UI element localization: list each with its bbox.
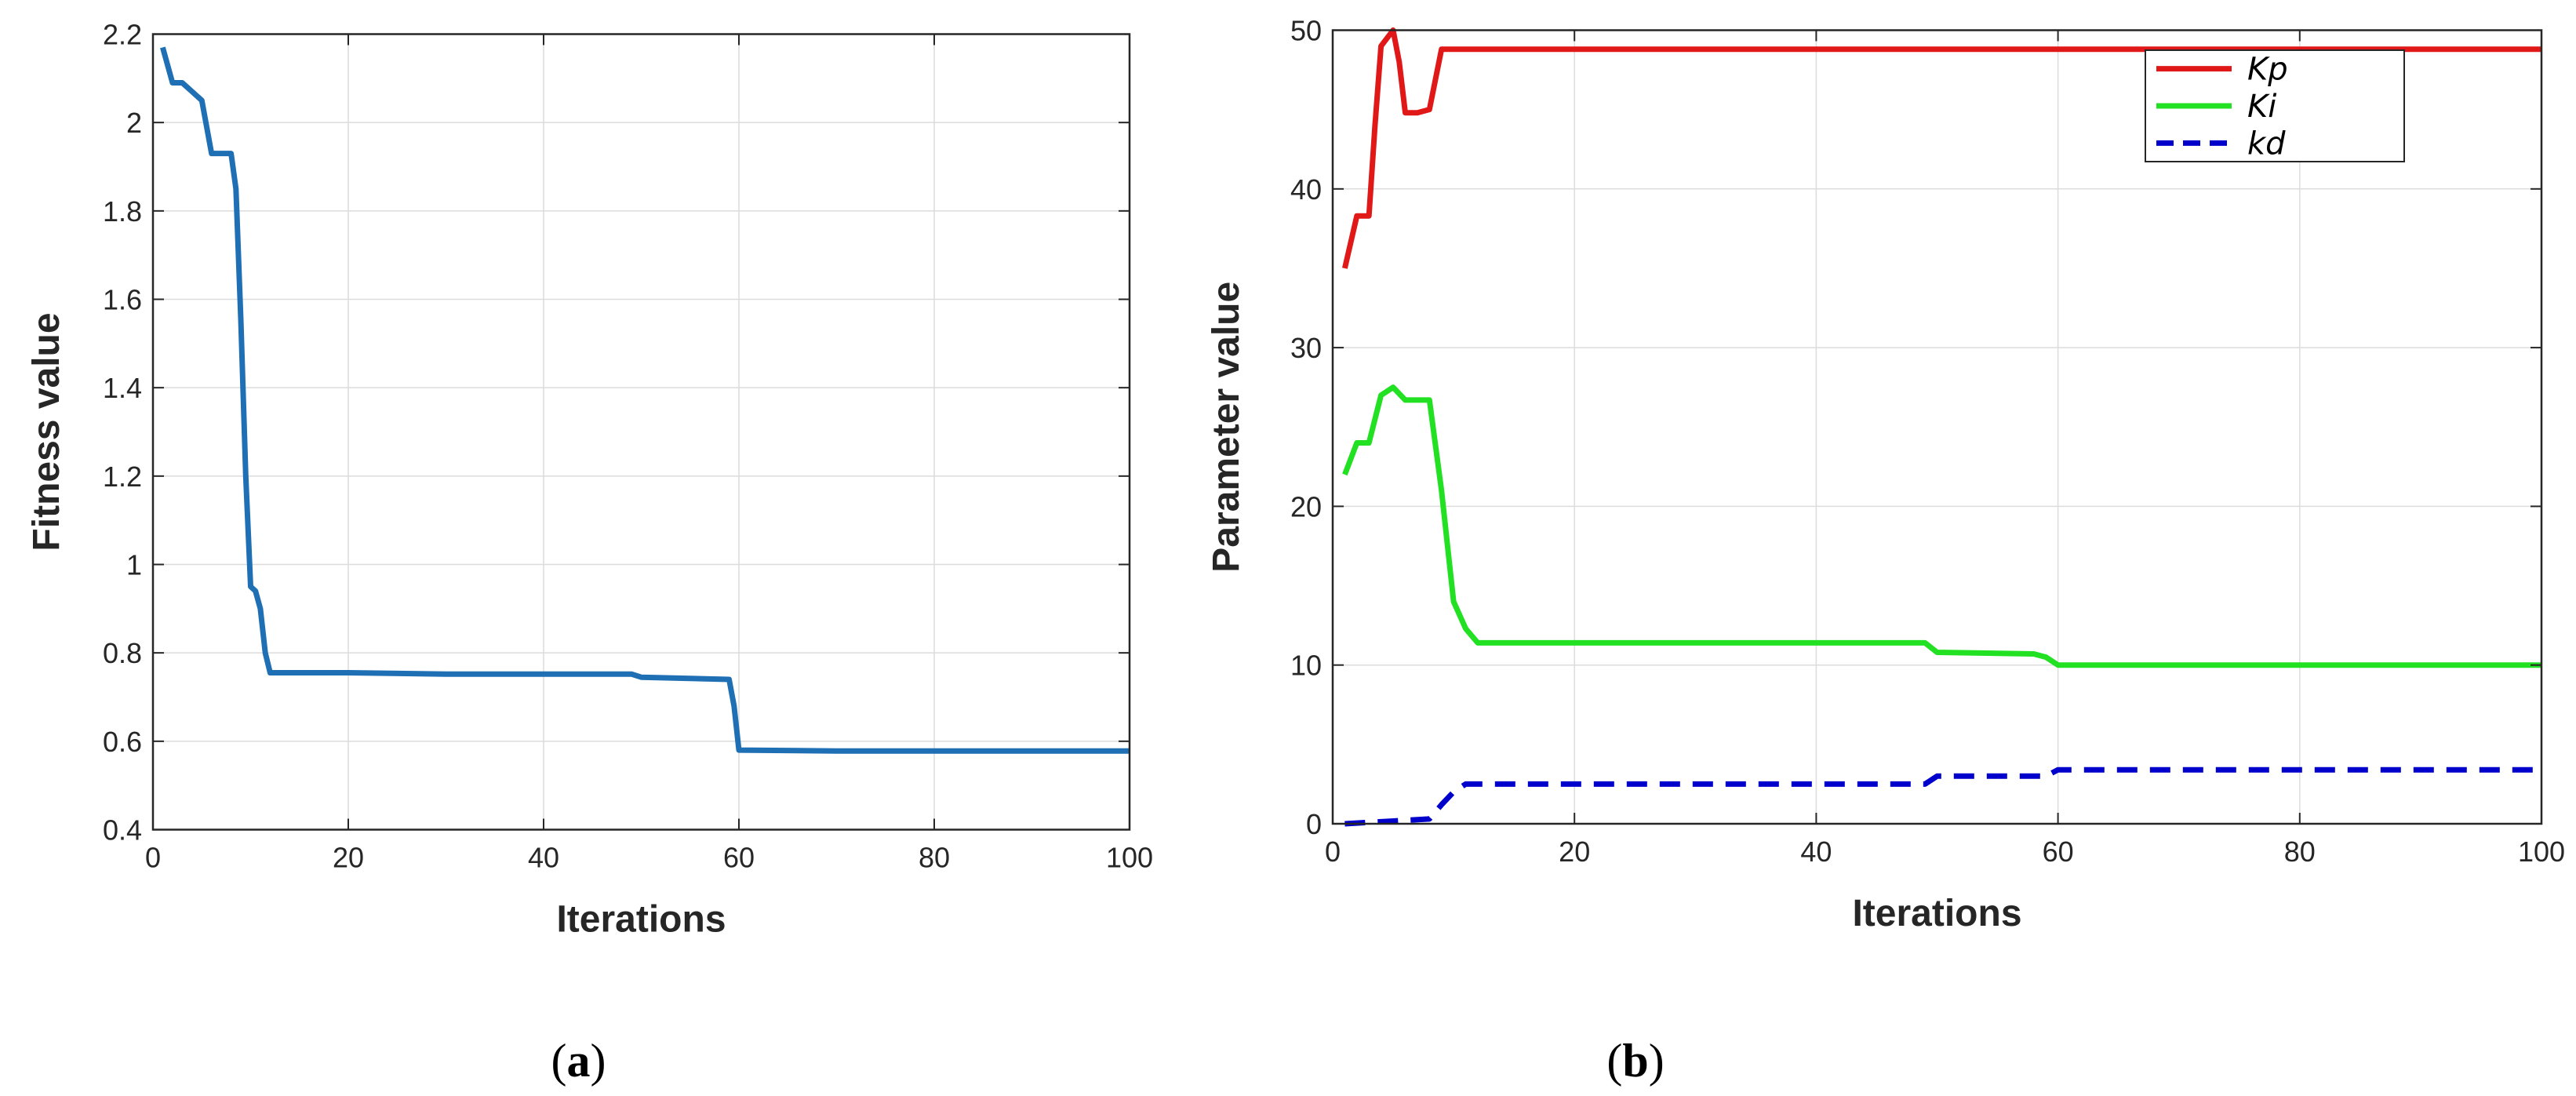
- x-tick-label: 60: [2043, 836, 2074, 868]
- chart-a: 0 20 40 60 80 100 0.4 0.6 0.8 1 1.2 1.4 1.6 1.8 2 2.2 It…: [26, 19, 1153, 1087]
- y-tick-label: 0: [1306, 808, 1322, 840]
- x-tick-label: 100: [2518, 836, 2565, 868]
- x-tick-label: 0: [145, 842, 161, 874]
- legend-label-kp: Kp: [2247, 52, 2288, 88]
- y-tick-label: 50: [1290, 15, 1322, 47]
- y-tick-label: 40: [1290, 173, 1322, 206]
- y-tick-label: 0.6: [103, 726, 142, 758]
- legend-label-ki: Ki: [2247, 89, 2276, 125]
- y-axis-label: Fitness value: [26, 312, 67, 551]
- y-tick-label: 0.8: [103, 637, 142, 669]
- x-tick-label: 40: [528, 842, 559, 874]
- series-line-ki: [1342, 384, 2541, 668]
- panel-caption: (a): [551, 1035, 606, 1087]
- y-tick-label: 1: [126, 549, 142, 581]
- y-tick-label: 2: [126, 107, 142, 139]
- panel-caption-letter: a: [567, 1035, 591, 1087]
- x-tick-label: 60: [723, 842, 755, 874]
- plot-area: [1333, 30, 2541, 824]
- axes-frame: [151, 33, 1131, 831]
- series-line-1: [160, 46, 1130, 754]
- y-tick-label: 1.8: [103, 195, 142, 228]
- x-tick-label: 80: [2284, 836, 2316, 868]
- y-tick-label: 1.2: [103, 461, 142, 493]
- series-line-kp: [1341, 27, 2541, 269]
- series-line-kd: [1344, 766, 2541, 827]
- y-axis-label: Parameter value: [1206, 282, 1247, 573]
- panel-caption: (b): [1606, 1035, 1664, 1087]
- x-axis-label: Iterations: [556, 899, 726, 941]
- axes-frame: [1331, 29, 2543, 825]
- y-tick-label: 1.6: [103, 284, 142, 316]
- x-tick-label: 40: [1800, 836, 1832, 868]
- y-tick-label: 30: [1290, 332, 1322, 364]
- y-tick-label: 20: [1290, 490, 1322, 523]
- y-tick-label: 2.2: [103, 19, 142, 51]
- x-tick-label: 100: [1106, 842, 1153, 874]
- panel-caption-letter: b: [1622, 1035, 1648, 1087]
- x-tick-label: 20: [333, 842, 364, 874]
- y-tick-label: 1.4: [103, 372, 142, 404]
- x-axis-label: Iterations: [1852, 893, 2021, 934]
- y-tick-label: 0.4: [103, 814, 142, 847]
- legend-label-kd: kd: [2247, 126, 2286, 162]
- x-tick-label: 80: [919, 842, 950, 874]
- y-tick-label: 10: [1290, 650, 1322, 682]
- plot-area: [153, 34, 1130, 830]
- x-tick-label: 20: [1559, 836, 1590, 868]
- x-tick-label: 0: [1325, 836, 1341, 868]
- chart-b: 0 20 40 60 80 100 0 10 20 30 40 50 Iterations Paramet…: [1206, 15, 2565, 1087]
